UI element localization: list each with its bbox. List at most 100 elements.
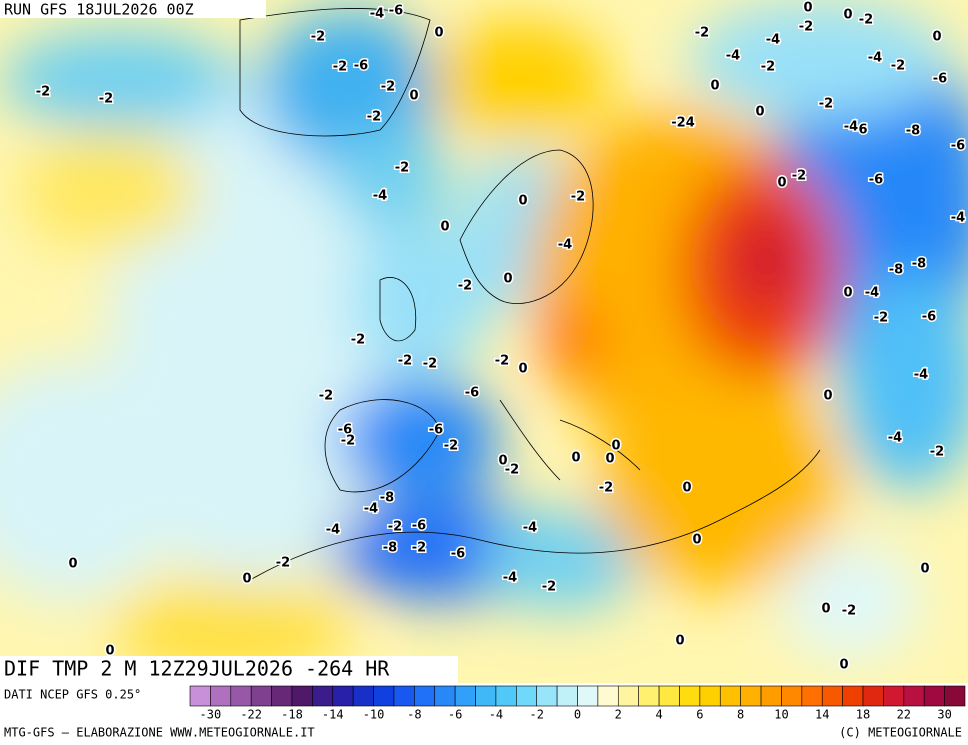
contour-label: -2 [388,520,402,535]
colorbar-swatch [516,685,538,707]
colorbar-tick-label: 18 [856,708,870,722]
contour-label: -4 [558,238,572,253]
contour-label: 0 [692,533,701,548]
contour-label: 0 [777,176,786,191]
map: -4 -6-2 0-2 -6-20-2-2 -2-2-400 -2-40-2-2-2 -2-… [0,0,968,683]
colorbar-swatch [658,685,680,707]
contour-label: -2 [891,59,905,74]
contour-label: 0 [843,8,852,23]
contour-label: -6 [354,59,368,74]
colorbar-tick-label: -8 [407,708,421,722]
contour-label: -6 [429,423,443,438]
contour-label: 0 [843,286,852,301]
contour-label: -2 [395,161,409,176]
contour-label: -6 [412,519,426,534]
contour-label: -8 [906,124,920,139]
colorbar-swatch [944,685,966,707]
contour-label: 0 [440,220,449,235]
contour-label: -2 [423,357,437,372]
contour-label: -2 [458,279,472,294]
colorbar-swatch [923,685,945,707]
colorbar-swatch [556,685,578,707]
contour-label: -6 [922,310,936,325]
contour-label: -6 [451,547,465,562]
contour-label: 0 [503,272,512,287]
contour-label: -4 [503,571,517,586]
colorbar-tick-label: 0 [574,708,581,722]
colorbar-swatch [271,685,293,707]
colorbar-swatch [250,685,272,707]
contour-label: -4 [726,49,740,64]
colorbar-tick-label: -6 [448,708,462,722]
contour-label: 0 [605,452,614,467]
colorbar-tick-label: 10 [774,708,788,722]
colorbar-swatch [291,685,313,707]
contour-label: -4 [766,33,780,48]
contour-label: -8 [889,263,903,278]
contour-label: -4 [364,502,378,517]
contour-label: -2 [341,434,355,449]
contour-label: -2 [930,445,944,460]
contour-label: 0 [823,389,832,404]
contour-label: 0 [518,194,527,209]
colorbar-swatch [577,685,599,707]
contour-label: -2 [99,92,113,107]
contour-label: -2 [412,541,426,556]
colorbar-swatch [862,685,884,707]
contour-label: -6 [869,173,883,188]
contour-label: -4 [326,523,340,538]
contour-label: -2 [761,60,775,75]
contour-label: 0 [409,89,418,104]
contour-labels: -4 -6-2 0-2 -6-20-2-2 -2-2-400 -2-40-2-2-2 -2-… [34,0,966,674]
contour-label: -2 [792,169,806,184]
colorbar-swatch [495,685,517,707]
contour-label: -6 [933,72,947,87]
contour-label: -2 [333,60,347,75]
contour-label: 6 [858,123,867,138]
contour-label: 0 [755,105,764,120]
contour-label: -24 [671,116,695,131]
contour-label: -4 [844,120,858,135]
contour-label: 0 [920,562,929,577]
contour-label: -2 [842,604,856,619]
contour-label: -2 [695,26,709,41]
contour-label: -2 [276,556,290,571]
colorbar-tick-label: 30 [937,708,951,722]
contour-label: -4 [370,7,384,22]
colorbar-tick-label: -22 [240,708,262,722]
colorbar-tick-label: -30 [200,708,222,722]
contour-label: -2 [505,463,519,478]
contour-label: 0 [611,439,620,454]
colorbar-tick-label: 22 [897,708,911,722]
contour-label: 0 [105,644,114,659]
colorbar-swatch [699,685,721,707]
colorbar-swatch [475,685,497,707]
contour-label: 0 [803,1,812,16]
colorbar-tick-label: 14 [815,708,829,722]
contour-label: -4 [951,211,965,226]
anomaly-field [0,0,968,680]
contour-label: -4 [373,189,387,204]
colorbar-swatch [536,685,558,707]
colorbar-swatch [617,685,639,707]
title-box [0,656,458,683]
contour-label: -8 [380,491,394,506]
colorbar-swatch [189,685,211,707]
contour-label: -2 [319,389,333,404]
contour-label: 0 [518,362,527,377]
colorbar-swatch [210,685,232,707]
contour-label: -4 [868,51,882,66]
colorbar-swatch [312,685,334,707]
contour-label: -2 [398,354,412,369]
source: DATI NCEP GFS 0.25° [4,688,141,702]
colorbar-tick-label: 4 [655,708,662,722]
contour-label: -2 [495,354,509,369]
contour-label: 0 [434,26,443,41]
contour-label: -4 [914,368,928,383]
contour-label: -2 [874,311,888,326]
contour-label: 0 [498,454,507,469]
contour-label: 0 [675,634,684,649]
colorbar-swatch [414,685,436,707]
colorbar-swatch [393,685,415,707]
